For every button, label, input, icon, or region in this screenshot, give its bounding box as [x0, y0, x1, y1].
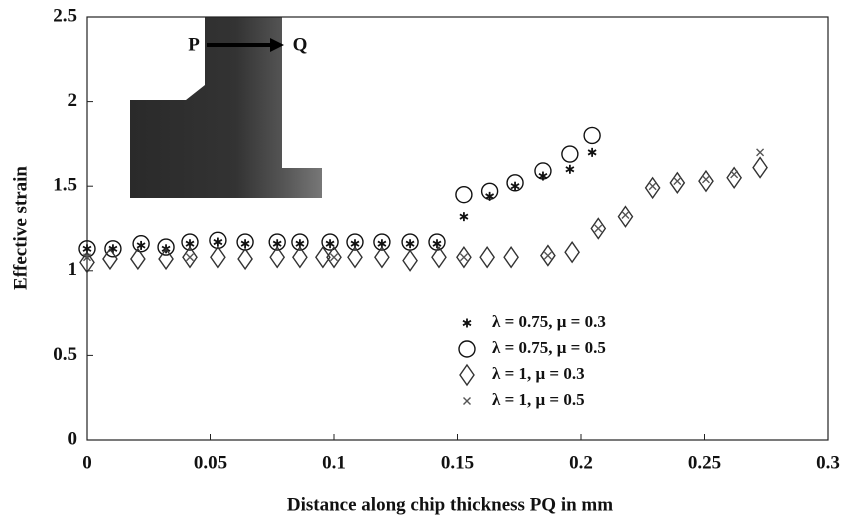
marker-shape: [727, 168, 741, 188]
y-axis-label: Effective strain: [10, 166, 31, 290]
marker-diamond: [618, 207, 632, 227]
x-tick-label: 0.3: [816, 452, 840, 473]
marker-diamond: [699, 171, 713, 191]
marker-shape: [238, 249, 252, 269]
x-axis-label: Distance along chip thickness PQ in mm: [287, 494, 613, 515]
marker-asterisk: [326, 239, 334, 248]
y-tick-label: 2: [68, 90, 78, 111]
marker-cross: [544, 252, 551, 259]
x-tick-label: 0.05: [194, 452, 227, 473]
marker-circle: [456, 187, 472, 203]
annotation: P: [188, 34, 200, 55]
marker-shape: [699, 171, 713, 191]
marker-shape: [456, 187, 472, 203]
marker-diamond: [727, 168, 741, 188]
marker-circle: [584, 127, 600, 143]
marker-asterisk: [588, 148, 596, 157]
x-tick-label: 0.1: [322, 452, 346, 473]
annotation: Q: [293, 34, 308, 55]
x-tick-label: 0: [82, 452, 92, 473]
marker-asterisk: [566, 165, 574, 174]
marker-shape: [646, 178, 660, 198]
marker-diamond: [753, 158, 767, 178]
marker-diamond: [480, 247, 494, 267]
y-tick-label: 0.5: [53, 344, 77, 365]
marker-cross: [757, 149, 764, 156]
marker-cross: [622, 211, 629, 218]
plot-frame: [87, 17, 828, 440]
y-tick-label: 0: [68, 428, 78, 449]
y-tick-label: 1: [68, 259, 78, 280]
marker-shape: [403, 251, 417, 271]
marker-cross: [331, 254, 338, 261]
marker-diamond: [211, 247, 225, 267]
page: P Q Distance along chip thickness PQ in …: [0, 0, 844, 528]
y-tick-label: 2.5: [53, 5, 77, 26]
marker-shape: [670, 173, 684, 193]
marker-shape: [460, 365, 474, 385]
legend-label: λ = 1, μ = 0.5: [492, 390, 585, 409]
marker-cross: [731, 171, 738, 178]
marker-shape: [562, 146, 578, 162]
legend-label: λ = 1, μ = 0.3: [492, 364, 585, 383]
marker-cross: [674, 178, 681, 185]
marker-circle: [562, 146, 578, 162]
legend-label: λ = 0.75, μ = 0.3: [492, 312, 606, 331]
marker-cross: [649, 183, 656, 190]
y-tick-label: 1.5: [53, 175, 77, 196]
marker-shape: [753, 158, 767, 178]
marker-shape: [480, 247, 494, 267]
legend-label: λ = 0.75, μ = 0.5: [492, 338, 606, 357]
marker-shape: [565, 242, 579, 262]
marker-shape: [211, 247, 225, 267]
marker-diamond: [238, 249, 252, 269]
marker-asterisk: [406, 239, 414, 248]
marker-asterisk: [433, 239, 441, 248]
marker-diamond: [670, 173, 684, 193]
x-tick-label: 0.25: [688, 452, 721, 473]
marker-asterisk: [214, 238, 222, 247]
marker-cross: [186, 254, 193, 261]
chart: P Q Distance along chip thickness PQ in …: [0, 0, 844, 523]
inset-diagram: P Q: [130, 17, 322, 198]
marker-diamond: [504, 247, 518, 267]
marker-asterisk: [463, 319, 471, 328]
marker-shape: [584, 127, 600, 143]
marker-cross: [460, 254, 467, 261]
marker-diamond: [403, 251, 417, 271]
marker-diamond: [646, 178, 660, 198]
marker-shape: [618, 207, 632, 227]
marker-asterisk: [511, 182, 519, 191]
marker-shape: [459, 341, 475, 357]
marker-diamond: [565, 242, 579, 262]
marker-diamond: [460, 365, 474, 385]
marker-shape: [504, 247, 518, 267]
marker-asterisk: [241, 239, 249, 248]
marker-circle: [459, 341, 475, 357]
x-tick-label: 0.2: [569, 452, 593, 473]
x-tick-label: 0.15: [441, 452, 474, 473]
marker-cross: [595, 225, 602, 232]
marker-asterisk: [460, 212, 468, 221]
marker-cross: [702, 176, 709, 183]
marker-cross: [464, 398, 471, 405]
